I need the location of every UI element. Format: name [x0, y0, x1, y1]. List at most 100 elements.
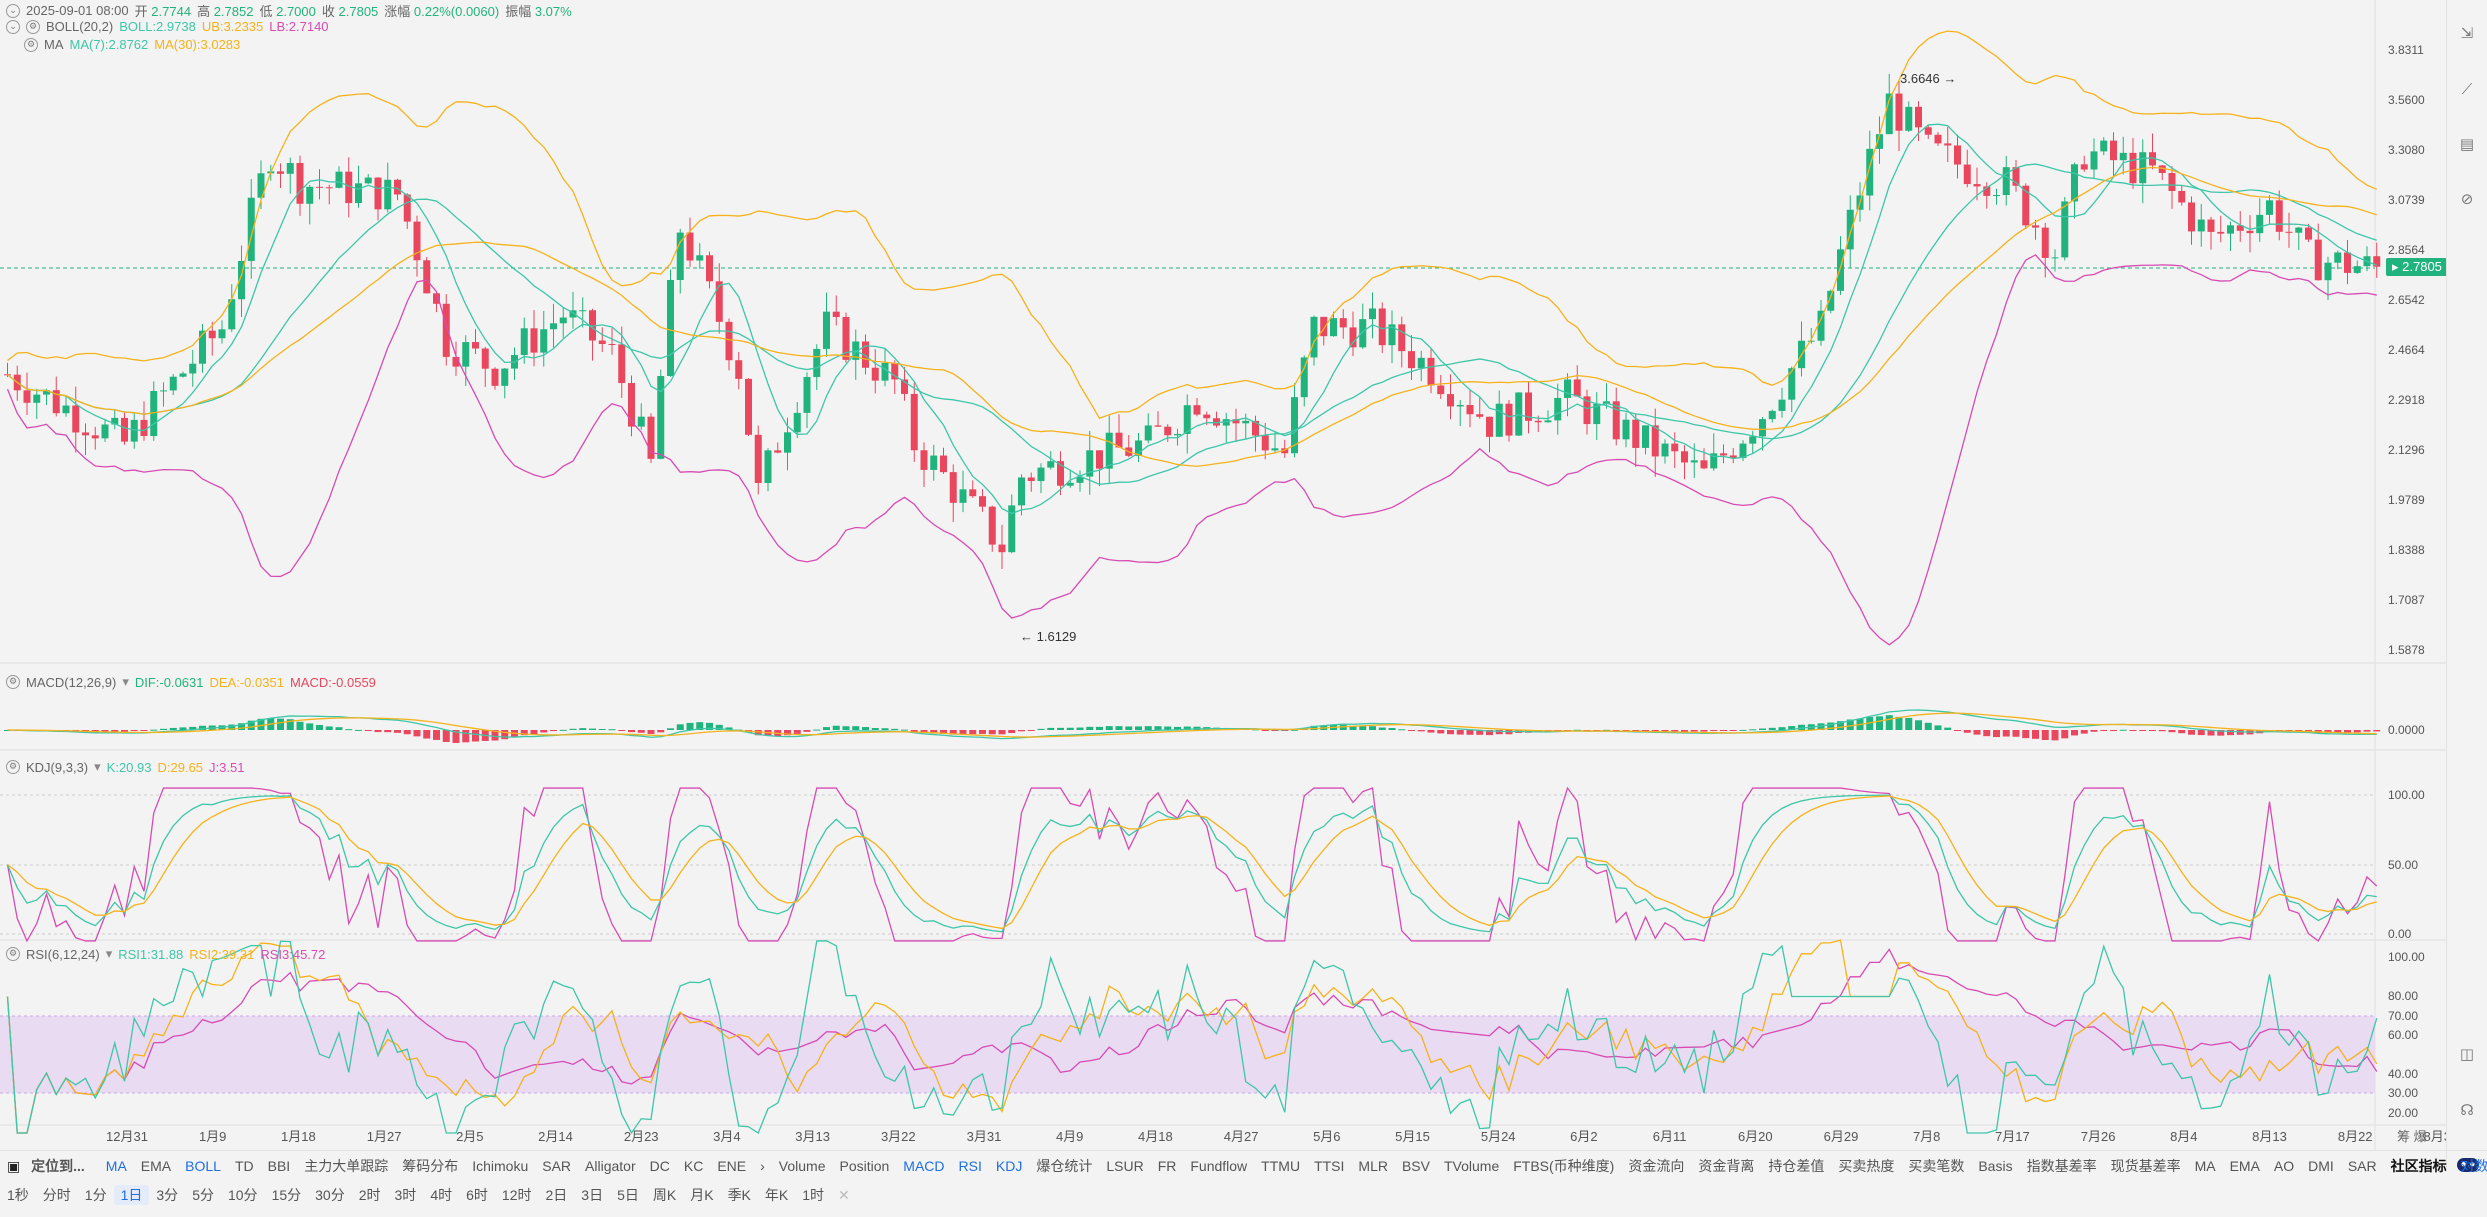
- macd-bar: [589, 728, 596, 730]
- sub-indicator-bsv-12[interactable]: BSV: [1401, 1158, 1430, 1174]
- candle-body: [208, 330, 216, 339]
- drawing-tool-icon[interactable]: ⟋: [2461, 81, 2473, 98]
- timeframe-21[interactable]: 1时: [802, 1187, 825, 1203]
- sub-indicator-volume-0[interactable]: Volume: [778, 1158, 826, 1174]
- dropdown-icon[interactable]: ▾: [94, 759, 101, 774]
- main-indicator---5[interactable]: 主力大单跟踪: [304, 1158, 389, 1174]
- candle-body: [82, 432, 89, 436]
- timeframe-17[interactable]: 周K: [652, 1187, 677, 1203]
- settings-icon[interactable]: ⚙: [6, 760, 20, 774]
- timeframe-6[interactable]: 10分: [227, 1187, 258, 1203]
- amplitude-value: 3.07%: [534, 4, 572, 19]
- chart-type-icon[interactable]: ▤: [2459, 136, 2475, 153]
- sub-indicator---5[interactable]: 爆仓统计: [1036, 1158, 1093, 1174]
- sub-indicator-lsur-6[interactable]: LSUR: [1106, 1158, 1144, 1174]
- timeframe-10[interactable]: 3时: [394, 1187, 417, 1203]
- collapse-icon[interactable]: ⌄: [6, 19, 20, 34]
- sub-indicator-rsi-3[interactable]: RSI: [958, 1158, 982, 1174]
- chip-icon[interactable]: 筹: [2397, 1129, 2411, 1144]
- macd-bar: [530, 730, 538, 735]
- main-indicator-ma-0[interactable]: MA: [105, 1158, 127, 1174]
- timeframe-0[interactable]: 1秒: [7, 1187, 29, 1203]
- sub-indicator-macd-2[interactable]: MACD: [903, 1158, 945, 1174]
- main-indicator-alligator-9[interactable]: Alligator: [585, 1158, 636, 1174]
- main-indicator-sar-8[interactable]: SAR: [542, 1158, 572, 1174]
- log-scale-toggle[interactable]: 对数: [2460, 1158, 2487, 1174]
- timeframe-5[interactable]: 5分: [192, 1187, 214, 1203]
- settings-icon[interactable]: ⚙: [6, 675, 20, 689]
- timeframe-16[interactable]: 5日: [617, 1187, 639, 1203]
- candle-body: [667, 279, 674, 377]
- assistant-icon[interactable]: ● ●: [2457, 1158, 2479, 1172]
- sub-indicator-basis-20[interactable]: Basis: [1978, 1158, 2013, 1174]
- macd-bar: [1798, 724, 1805, 730]
- macd-bar: [1096, 726, 1103, 730]
- chart-canvas[interactable]: 3.8311 3.5600 3.3080 3.0739 2.8564 2.6542 2.46…: [0, 0, 2448, 1160]
- sub-indicator---19[interactable]: 买卖笔数: [1908, 1158, 1965, 1174]
- timeframe-15[interactable]: 3日: [581, 1187, 604, 1203]
- sub-indicator-ma-23[interactable]: MA: [2194, 1158, 2216, 1174]
- main-indicator-boll-2[interactable]: BOLL: [185, 1158, 221, 1174]
- candle-body: [72, 405, 80, 433]
- timeframe-11[interactable]: 4时: [430, 1187, 453, 1203]
- timeframe-9[interactable]: 2时: [358, 1187, 381, 1203]
- timeframe-19[interactable]: 季K: [727, 1187, 751, 1203]
- timeframe-13[interactable]: 12时: [501, 1187, 532, 1203]
- settings-icon[interactable]: ⚙: [26, 19, 40, 34]
- compare-icon[interactable]: ⊘: [2460, 191, 2474, 208]
- sub-indicator-sar-27[interactable]: SAR: [2347, 1158, 2377, 1174]
- layout-icon[interactable]: ◫: [2459, 1046, 2475, 1063]
- dropdown-icon[interactable]: ▾: [122, 674, 129, 689]
- timeframe-14[interactable]: 2日: [545, 1187, 568, 1203]
- candle-body: [1934, 134, 1942, 144]
- sub-indicator-ema-24[interactable]: EMA: [2229, 1158, 2260, 1174]
- export-icon[interactable]: ⇲: [2460, 25, 2474, 42]
- main-indicator-ema-1[interactable]: EMA: [140, 1158, 172, 1174]
- settings-icon[interactable]: ⚙: [6, 947, 20, 961]
- timeframe-2[interactable]: 1分: [84, 1187, 107, 1203]
- main-indicator-kc-11[interactable]: KC: [683, 1158, 704, 1174]
- sub-indicator-kdj-4[interactable]: KDJ: [995, 1158, 1023, 1174]
- collapse-icon[interactable]: ⌄: [6, 3, 20, 18]
- main-indicator-dc-10[interactable]: DC: [649, 1158, 670, 1174]
- main-indicator-bbi-4[interactable]: BBI: [267, 1158, 291, 1174]
- sub-indicator-ao-25[interactable]: AO: [2273, 1158, 2295, 1174]
- sub-indicator---21[interactable]: 指数基差率: [2026, 1158, 2097, 1174]
- sub-indicator-mlr-11[interactable]: MLR: [1358, 1158, 1388, 1174]
- sub-indicator-position-1[interactable]: Position: [839, 1158, 890, 1174]
- timeframe-20[interactable]: 年K: [764, 1187, 789, 1203]
- sub-indicator-ftbs--14[interactable]: FTBS(币种维度): [1513, 1158, 1615, 1174]
- main-indicator---6[interactable]: 筹码分布: [402, 1158, 459, 1174]
- sub-indicator-fundflow-8[interactable]: Fundflow: [1190, 1158, 1248, 1174]
- sub-indicator-dmi-26[interactable]: DMI: [2308, 1158, 2334, 1174]
- main-indicator-td-3[interactable]: TD: [234, 1158, 254, 1174]
- sub-indicator---15[interactable]: 资金流向: [1628, 1158, 1685, 1174]
- sub-indicator-ttsi-10[interactable]: TTSI: [1314, 1158, 1345, 1174]
- more-indicators-icon[interactable]: ›: [760, 1158, 765, 1174]
- sub-indicator-ttmu-9[interactable]: TTMU: [1261, 1158, 1301, 1174]
- sub-indicator---18[interactable]: 买卖热度: [1838, 1158, 1895, 1174]
- sub-indicator---17[interactable]: 持仓差值: [1768, 1158, 1825, 1174]
- timeframe-3[interactable]: 1日: [113, 1185, 150, 1205]
- headset-icon[interactable]: ☊: [2460, 1102, 2474, 1119]
- locate-button[interactable]: ▣ 定位到...: [7, 1158, 85, 1174]
- timeframe-12[interactable]: 6时: [466, 1187, 488, 1203]
- min-price-marker: ← 1.6129: [1020, 629, 1077, 644]
- timeframe-1[interactable]: 分时: [42, 1187, 71, 1203]
- community-indicators-button[interactable]: 社区指标: [2390, 1158, 2447, 1174]
- sub-indicator-tvolume-13[interactable]: TVolume: [1443, 1158, 1500, 1174]
- settings-icon[interactable]: ⚙: [24, 37, 38, 52]
- sub-indicator-fr-7[interactable]: FR: [1157, 1158, 1177, 1174]
- close-icon[interactable]: ✕: [838, 1186, 850, 1203]
- timeframe-7[interactable]: 15分: [271, 1187, 302, 1203]
- sub-indicator---16[interactable]: 资金背离: [1698, 1158, 1755, 1174]
- sub-indicator---22[interactable]: 现货基差率: [2110, 1158, 2181, 1174]
- liquidation-icon[interactable]: 爆: [2413, 1129, 2427, 1144]
- main-indicator-ichimoku-7[interactable]: Ichimoku: [472, 1158, 529, 1174]
- kdj-j-value: J:3.51: [209, 759, 245, 775]
- dropdown-icon[interactable]: ▾: [105, 946, 113, 961]
- timeframe-4[interactable]: 3分: [156, 1187, 179, 1203]
- timeframe-8[interactable]: 30分: [315, 1187, 345, 1203]
- main-indicator-ene-12[interactable]: ENE: [717, 1158, 747, 1174]
- timeframe-18[interactable]: 月K: [690, 1187, 714, 1203]
